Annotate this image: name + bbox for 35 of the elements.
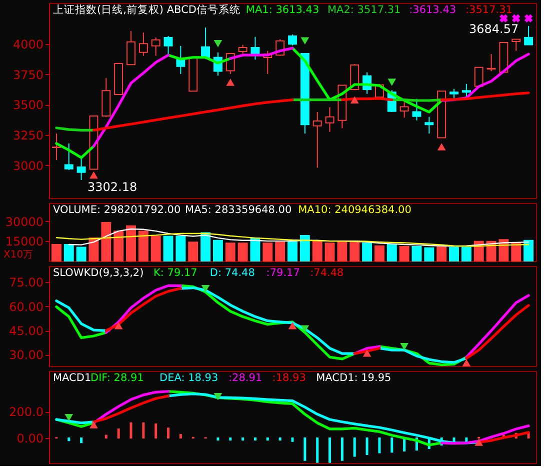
- text: :3613.43: [409, 4, 456, 16]
- y-tick-label: 3250: [12, 128, 44, 143]
- text: :28.91: [228, 372, 262, 384]
- y-tick-label: 3500: [12, 98, 44, 112]
- text: :3517.31: [466, 4, 512, 16]
- text: MA1: 3613.43: [246, 4, 320, 16]
- annotation: MACD1: 19.95: [316, 372, 392, 384]
- chart-title: SLOWKD(9,3,3,2): [53, 267, 144, 279]
- y-tick-label: 75.00: [9, 276, 44, 290]
- chart-title: VOLUME: 298201792.00: [53, 204, 181, 216]
- annotation: 3302.18: [88, 180, 138, 194]
- y-tick-label: 200.0: [9, 405, 44, 420]
- chart-title: MACD1: [53, 372, 92, 384]
- series-label: DEA: 18.93: [160, 372, 218, 384]
- y-axis-title: X10万: [4, 250, 34, 260]
- series-label: D: 74.48: [210, 267, 255, 279]
- y-tick-label: 30000: [5, 214, 44, 229]
- y-tick-label: 30.00: [9, 348, 44, 362]
- y-tick-label: 60.00: [9, 300, 44, 314]
- y-tick-label: 0.00: [16, 432, 44, 446]
- series-label: MA5: 283359648.00: [185, 204, 292, 216]
- text: :74.48: [310, 267, 344, 279]
- y-tick-label: 3000: [12, 158, 44, 173]
- series-label: K: 79.17: [154, 267, 198, 279]
- y-tick-label: 4000: [12, 38, 44, 52]
- annotation: 3684.57: [468, 22, 519, 36]
- y-tick-label: 15000: [5, 234, 44, 249]
- chart-title: 上证指数(日线,前复权) ABCD信号系统: [53, 3, 240, 16]
- text: DIF: 28.91: [90, 372, 144, 384]
- text: MA10: 240946384.00: [298, 204, 412, 216]
- text: MA2: 3517.31: [328, 4, 401, 16]
- text: :18.93: [272, 372, 306, 384]
- text: :79.17: [266, 267, 300, 279]
- y-tick-label: 45.00: [9, 324, 44, 338]
- y-tick-label: 3750: [12, 68, 44, 82]
